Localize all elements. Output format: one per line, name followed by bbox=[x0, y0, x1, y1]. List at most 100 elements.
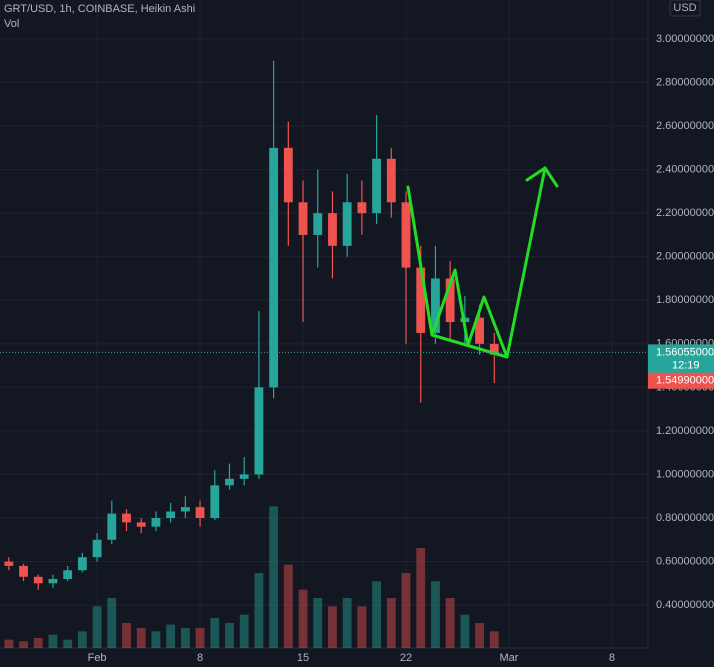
chart-title: GRT/USD, 1h, COINBASE, Heikin Ashi bbox=[4, 3, 195, 15]
volume-bar bbox=[298, 589, 308, 648]
volume-bar bbox=[4, 639, 14, 648]
volume-bar bbox=[416, 548, 426, 648]
volume-bar bbox=[386, 598, 396, 648]
candle-body bbox=[151, 518, 161, 527]
candle-body bbox=[19, 565, 28, 577]
volume-bar bbox=[283, 564, 293, 648]
labels: 0.40000000 0.60000000 0.80000000 1.00000000… bbox=[0, 33, 714, 664]
y-tick-label: 2.80000000 bbox=[656, 76, 714, 88]
candle-body bbox=[386, 158, 396, 203]
candle-body bbox=[401, 202, 411, 268]
candle-body bbox=[416, 267, 426, 333]
candle-body bbox=[225, 478, 234, 486]
volume-bar bbox=[166, 624, 176, 648]
candle-body bbox=[92, 539, 102, 558]
volume-bar bbox=[460, 614, 470, 648]
volume-bar bbox=[19, 641, 28, 648]
bid-price-box bbox=[648, 372, 714, 389]
candle-body bbox=[475, 317, 484, 344]
candle-body bbox=[313, 213, 323, 235]
y-tick-label: 0.60000000 bbox=[656, 555, 714, 567]
volume-bar bbox=[77, 631, 87, 648]
volume-bar bbox=[269, 506, 279, 648]
candle-body bbox=[239, 474, 249, 479]
volume-label: Vol bbox=[4, 18, 19, 30]
neckline bbox=[430, 333, 509, 359]
volume-bar bbox=[431, 581, 440, 648]
candle-body bbox=[33, 576, 43, 584]
volume-bar bbox=[33, 638, 43, 648]
volume-bar bbox=[342, 598, 352, 648]
candle-body bbox=[254, 387, 264, 475]
arrow-head bbox=[525, 166, 559, 188]
x-tick-label: Mar bbox=[500, 652, 519, 664]
x-tick-label: 8 bbox=[609, 652, 615, 664]
volume-bar bbox=[254, 573, 264, 648]
volume-bar bbox=[475, 623, 484, 648]
volume-bar bbox=[122, 623, 131, 648]
volume-bar bbox=[401, 573, 411, 648]
candle-body bbox=[210, 485, 220, 519]
volume-bar bbox=[210, 618, 220, 648]
bid-price-label: 1.54990000 bbox=[656, 375, 714, 387]
candle-body bbox=[283, 147, 293, 203]
volume-bar bbox=[48, 634, 58, 648]
y-tick-label: 2.00000000 bbox=[656, 251, 714, 263]
candle-body bbox=[357, 202, 367, 214]
candle-body bbox=[269, 147, 279, 388]
candle-body bbox=[107, 513, 117, 540]
y-tick-label: 1.20000000 bbox=[656, 425, 714, 437]
candle-body bbox=[4, 561, 14, 566]
drawing bbox=[406, 166, 559, 359]
candle-body bbox=[328, 213, 337, 246]
currency[interactable]: USD bbox=[673, 2, 696, 14]
y-tick-label: 2.20000000 bbox=[656, 207, 714, 219]
y-tick-label: 1.80000000 bbox=[656, 294, 714, 306]
countdown: 12:19 bbox=[672, 359, 700, 371]
volume-bar bbox=[92, 606, 102, 648]
candle-body bbox=[166, 511, 176, 519]
volume-bar bbox=[107, 598, 117, 648]
candle-body bbox=[195, 507, 205, 519]
candle-body bbox=[445, 278, 455, 323]
volume-bar bbox=[180, 628, 190, 648]
y-tick-label: 2.60000000 bbox=[656, 120, 714, 132]
volume-bar bbox=[445, 598, 455, 648]
candle-body bbox=[431, 278, 440, 333]
volume-bar bbox=[357, 606, 367, 648]
volume-bar bbox=[63, 639, 73, 648]
candle-body bbox=[48, 578, 58, 584]
y-tick-label: 2.40000000 bbox=[656, 164, 714, 176]
currency-button[interactable] bbox=[669, 0, 701, 17]
volume bbox=[4, 506, 499, 648]
candle-body bbox=[136, 522, 146, 527]
y-tick-label: 3.00000000 bbox=[656, 33, 714, 45]
candle-body bbox=[489, 343, 499, 355]
y-tick-label: 0.80000000 bbox=[656, 512, 714, 524]
last-price-box bbox=[648, 344, 714, 374]
candles bbox=[4, 60, 499, 590]
x-tick-label: 8 bbox=[197, 652, 203, 664]
candle-body bbox=[63, 570, 73, 579]
candle-body bbox=[77, 557, 87, 571]
volume-bar bbox=[239, 614, 249, 648]
x-tick-label: 22 bbox=[400, 652, 412, 664]
volume-bar bbox=[313, 598, 323, 648]
y-tick-label: 0.40000000 bbox=[656, 599, 714, 611]
volume-bar bbox=[225, 623, 234, 648]
candle-body bbox=[372, 158, 382, 214]
candle-body bbox=[180, 507, 190, 512]
x-tick-label: 15 bbox=[297, 652, 309, 664]
candle-body bbox=[298, 202, 308, 235]
y-tick-label: 1.00000000 bbox=[656, 468, 714, 480]
volume-bar bbox=[489, 631, 499, 648]
last-price-label: 1.56055000 bbox=[656, 346, 714, 358]
volume-bar bbox=[195, 628, 205, 648]
volume-bar bbox=[136, 628, 146, 648]
volume-bar bbox=[372, 581, 382, 648]
volume-bar bbox=[328, 606, 337, 648]
x-tick-label: Feb bbox=[88, 652, 107, 664]
candle-body bbox=[342, 202, 352, 246]
